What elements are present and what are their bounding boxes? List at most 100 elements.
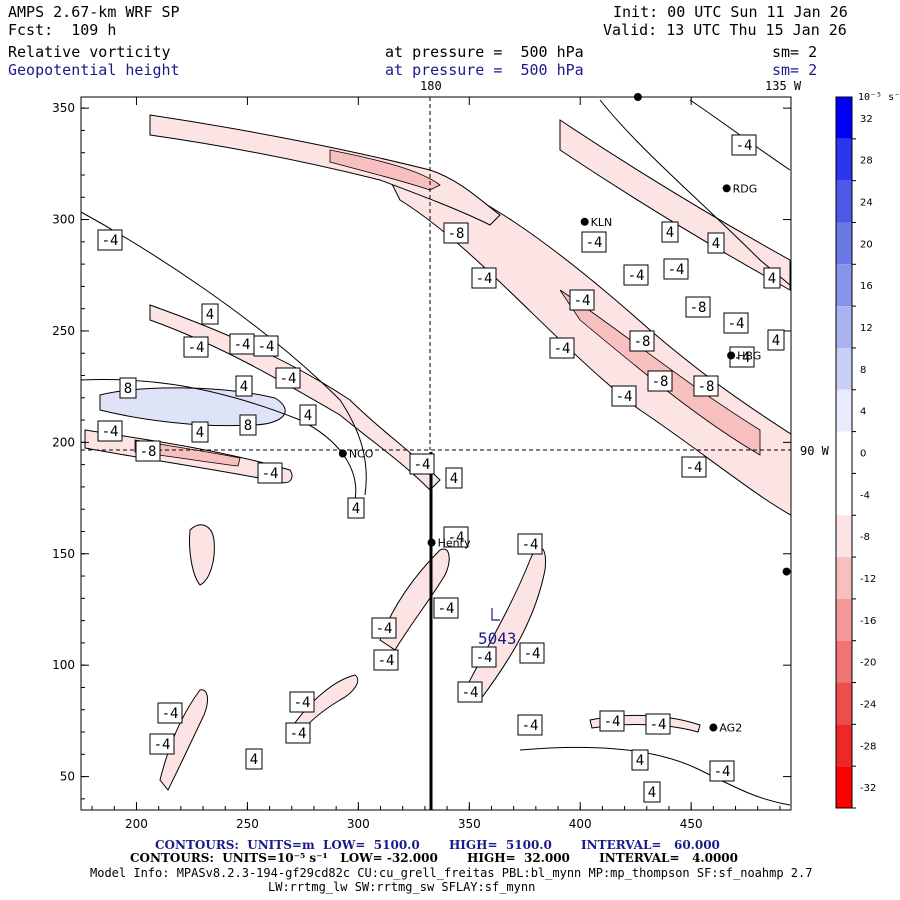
- contour-label-box: [645, 713, 671, 735]
- contour-label: 4: [191, 421, 209, 443]
- contour-label: 4: [235, 375, 253, 397]
- contour-label-box: [299, 404, 317, 426]
- contour-label: 4: [767, 329, 785, 351]
- contour-label-box: [443, 526, 469, 548]
- contour-label: -4: [275, 367, 301, 389]
- contour-label-box: [373, 649, 399, 671]
- contour-label-box: [681, 456, 707, 478]
- contour-label-text: 8: [124, 381, 132, 397]
- axes: 200 250 300 350 400 450 50 100 150 200 250 300 350: [52, 97, 791, 831]
- contour-label-text: -4: [280, 371, 297, 387]
- contour-label-box: [289, 691, 315, 713]
- contour-label: -4: [729, 346, 755, 368]
- contour-label-box: [275, 367, 301, 389]
- colorbar-segment: [836, 431, 852, 474]
- contour-label-box: [693, 375, 719, 397]
- contour-label-text: -4: [714, 764, 731, 780]
- contour-label: -4: [645, 713, 671, 735]
- contour-label-text: -4: [258, 339, 275, 355]
- station-label: RDG: [733, 182, 758, 195]
- contour-label-text: -4: [162, 706, 179, 722]
- colorbar-label: -8: [860, 532, 870, 543]
- contour-label-text: -4: [290, 726, 307, 742]
- contour-label: -4: [253, 335, 279, 357]
- contour-label-box: [245, 748, 263, 770]
- station-label: Henry: [438, 537, 472, 550]
- x-tick-label: 350: [458, 817, 481, 831]
- vorticity-band-upper: [149, 114, 501, 226]
- x-tick-label: 400: [569, 817, 592, 831]
- contour-label-box: [235, 375, 253, 397]
- contour-label: -4: [433, 597, 459, 619]
- y-tick-label: 150: [52, 547, 75, 561]
- contour-label-box: [257, 462, 283, 484]
- contour-label-text: -4: [522, 718, 539, 734]
- contour-label-box: [723, 312, 749, 334]
- contour-label-text: -4: [376, 621, 393, 637]
- contour-label: -4: [517, 533, 543, 555]
- footer-model-info: Model Info: MPASv8.2.3-194-gf29cd82c CU:…: [90, 866, 813, 880]
- contour-label-text: 4: [636, 753, 644, 769]
- height-contour-3: [519, 746, 791, 806]
- contour-label: -4: [611, 385, 637, 407]
- colorbar-segment: [836, 473, 852, 516]
- y-tick-label: 100: [52, 658, 75, 672]
- contour-label: -4: [457, 681, 483, 703]
- station-label: NCO: [349, 448, 374, 461]
- contour-label-text: 4: [250, 752, 258, 768]
- contour-label-text: -4: [262, 466, 279, 482]
- contour-label-text: -4: [650, 717, 667, 733]
- contour-label-box: [709, 760, 735, 782]
- colorbar-segment: [836, 389, 852, 432]
- colorbar-segment: [836, 97, 852, 139]
- contour-label-text: -4: [294, 695, 311, 711]
- contour-label: -4: [723, 312, 749, 334]
- vorticity-field: [81, 99, 791, 806]
- height-contour-1: [81, 211, 367, 496]
- contour-label-box: [119, 377, 137, 399]
- contour-label-text: -4: [476, 650, 493, 666]
- colorbar-segment: [836, 724, 852, 767]
- contour-label-box: [643, 781, 661, 803]
- contour-label-box: [611, 385, 637, 407]
- contour-label-text: -8: [698, 379, 715, 395]
- contour-label-text: -4: [586, 235, 603, 251]
- colorbar-label: 0: [860, 449, 866, 460]
- contour-label: -4: [517, 714, 543, 736]
- contour-label: -8: [629, 330, 655, 352]
- contour-label-text: -4: [476, 271, 493, 287]
- contour-label-text: -4: [728, 316, 745, 332]
- contour-label: -4: [471, 267, 497, 289]
- contour-label: -4: [257, 462, 283, 484]
- contour-label: 4: [643, 781, 661, 803]
- contour-label: -4: [373, 649, 399, 671]
- contour-label: 8: [239, 414, 257, 436]
- contour-label-box: [647, 370, 673, 392]
- contour-label-box: [731, 134, 757, 156]
- field1-smoothing: sm= 2: [772, 43, 818, 61]
- contour-label: -4: [285, 722, 311, 744]
- contour-label: -4: [731, 134, 757, 156]
- colorbar-segment: [836, 515, 852, 558]
- contour-label-text: -8: [634, 334, 651, 350]
- colorbar-label: 28: [860, 156, 873, 167]
- contour-label-text: 4: [196, 425, 204, 441]
- contour-label-text: 4: [206, 307, 214, 323]
- meridian-top-label: 180: [420, 79, 442, 93]
- colorbar-label: 20: [860, 239, 873, 250]
- height-contour-4: [599, 99, 791, 286]
- model-title: AMPS 2.67-km WRF SP: [8, 3, 180, 21]
- station-marker: [633, 93, 642, 101]
- contour-label-text: -4: [574, 293, 591, 309]
- contour-label-box: [519, 642, 545, 664]
- contour-label-text: -4: [524, 646, 541, 662]
- field1-level: at pressure = 500 hPa: [385, 43, 584, 61]
- contour-label: -4: [371, 617, 397, 639]
- contour-label-text: -4: [668, 262, 685, 278]
- contour-label-text: -4: [102, 233, 119, 249]
- y-tick-label: 250: [52, 324, 75, 338]
- station-marker: [782, 567, 791, 576]
- contour-label: 4: [299, 404, 317, 426]
- contour-label-text: -4: [604, 714, 621, 730]
- colorbar-segment: [836, 180, 852, 223]
